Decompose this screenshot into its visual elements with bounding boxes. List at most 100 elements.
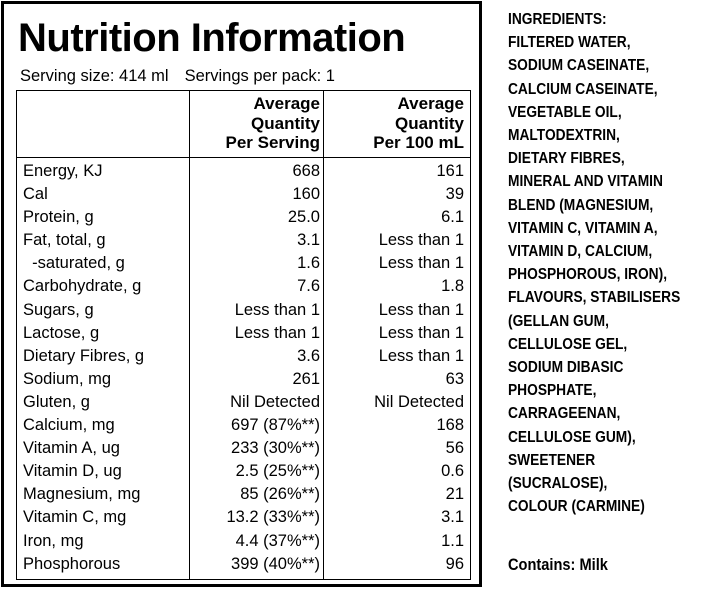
table-row: Magnesium, mg 85 (26%**) 21 (17, 483, 470, 506)
per-100ml-value: Less than 1 (378, 231, 464, 250)
ingredient-line: DIETARY FIBRES, (508, 150, 625, 168)
column-header-line: Quantity (395, 113, 464, 133)
per-serving-value: 1.6 (297, 254, 320, 273)
per-serving-value: 160 (292, 185, 320, 204)
per-100ml-value: Less than 1 (378, 346, 464, 365)
ingredient-line: MINERAL AND VITAMIN (508, 173, 663, 191)
per-100ml-value: Nil Detected (374, 392, 464, 411)
column-header-line: Average (253, 94, 320, 113)
ingredient-line: PHOSPHOROUS, IRON), (508, 266, 668, 284)
ingredient-line: SWEETENER (508, 451, 596, 469)
column-header-line: Average (397, 94, 464, 113)
nutrient-label: Calcium, mg (23, 416, 115, 435)
per-serving-value: 668 (292, 162, 320, 180)
per-100ml-value: 6.1 (441, 208, 464, 227)
per-serving-value: 399 (40%**) (231, 554, 320, 573)
per-100ml-value: 0.6 (441, 462, 464, 481)
ingredient-line: VEGETABLE OIL, (508, 103, 622, 121)
per-100ml-value: 3.1 (441, 508, 464, 527)
nutrient-label: Dietary Fibres, g (23, 346, 145, 365)
ingredient-line: SODIUM DIBASIC (508, 359, 624, 377)
table-row: Iron, mg 4.4 (37%**) 1.1 (17, 530, 470, 553)
per-100ml-value: Less than 1 (378, 254, 464, 273)
table-row: Carbohydrate, g 7.6 1.8 (17, 275, 470, 298)
table-body: Energy, KJ 668 161 Cal 160 39 Protein, g 25.0 6.… (17, 160, 470, 576)
header-divider (17, 157, 470, 158)
per-serving-value: 25.0 (287, 208, 320, 227)
table-row: Vitamin A, ug 233 (30%**) 56 (17, 437, 470, 460)
table-row: Protein, g 25.0 6.1 (17, 206, 470, 229)
nutrient-label: Sugars, g (23, 300, 94, 319)
per-100ml-value: Less than 1 (378, 323, 464, 342)
table-row: Vitamin C, mg 13.2 (33%**) 3.1 (17, 506, 470, 529)
ingredient-line: FILTERED WATER, (508, 34, 631, 52)
nutrient-label: Magnesium, mg (23, 485, 141, 504)
nutrient-label: Iron, mg (23, 531, 84, 550)
per-100ml-value: 21 (445, 485, 464, 504)
table-row: Vitamin D, ug 2.5 (25%**) 0.6 (17, 460, 470, 483)
per-serving-value: 85 (26%**) (240, 485, 320, 504)
column-header-per-100ml: Average Quantity Per 100 mL (373, 94, 464, 153)
nutrient-label: Gluten, g (23, 392, 90, 411)
nutrient-label: Vitamin A, ug (23, 439, 120, 458)
ingredient-line: BLEND (MAGNESIUM, (508, 196, 654, 214)
nutrient-label: Energy, KJ (23, 162, 103, 180)
column-divider (323, 91, 324, 579)
per-serving-value: Less than 1 (234, 323, 320, 342)
per-serving-value: 3.6 (297, 346, 320, 365)
column-header-line: Per 100 mL (373, 133, 464, 152)
ingredient-line: (GELLAN GUM, (508, 312, 609, 330)
nutrient-label: Cal (23, 185, 48, 204)
allergen-statement: Contains: Milk (508, 555, 608, 574)
serving-size: Serving size: 414 ml (20, 67, 169, 85)
per-100ml-value: 39 (445, 185, 464, 204)
table-row: Sodium, mg 261 63 (17, 368, 470, 391)
servings-per-pack: Servings per pack: 1 (184, 67, 335, 85)
table-row: Calcium, mg 697 (87%**) 168 (17, 414, 470, 437)
column-header-per-serving: Average Quantity Per Serving (226, 94, 321, 153)
nutrient-label: Phosphorous (23, 554, 121, 573)
table-row: Cal 160 39 (17, 183, 470, 206)
per-100ml-value: 161 (436, 162, 464, 180)
table-row: Dietary Fibres, g 3.6 Less than 1 (17, 345, 470, 368)
per-serving-value: 697 (87%**) (231, 416, 320, 435)
per-100ml-value: Less than 1 (378, 300, 464, 319)
per-serving-value: 2.5 (25%**) (235, 462, 320, 481)
per-serving-value: Nil Detected (230, 392, 320, 411)
per-serving-value: 233 (30%**) (231, 439, 320, 458)
panel-title: Nutrition Information (18, 16, 406, 60)
per-serving-value: 4.4 (37%**) (235, 531, 320, 550)
ingredient-line: PHOSPHATE, (508, 382, 597, 400)
nutrition-panel: Nutrition Information Serving size: 414 … (1, 1, 482, 587)
table-row: Energy, KJ 668 161 (17, 160, 470, 183)
per-100ml-value: 1.1 (441, 531, 464, 550)
ingredient-line: (SUCRALOSE), (508, 475, 608, 493)
serving-info: Serving size: 414 ml Servings per pack: 1 (20, 66, 335, 86)
ingredient-line: CELLULOSE GEL, (508, 335, 628, 353)
nutrient-label: Lactose, g (23, 323, 100, 342)
ingredient-line: VITAMIN D, CALCIUM, (508, 243, 653, 261)
ingredient-line: FLAVOURS, STABILISERS (508, 289, 681, 307)
ingredient-line: CALCIUM CASEINATE, (508, 80, 658, 98)
table-row: Lactose, g Less than 1 Less than 1 (17, 322, 470, 345)
per-100ml-value: 56 (445, 439, 464, 458)
column-header-line: Quantity (251, 113, 320, 133)
ingredient-line: COLOUR (CARMINE) (508, 498, 645, 516)
per-serving-value: 3.1 (297, 231, 320, 250)
ingredient-line: MALTODEXTRIN, (508, 127, 620, 145)
column-divider (189, 91, 190, 579)
ingredient-line: CARRAGEENAN, (508, 405, 621, 423)
nutrient-label: Protein, g (23, 208, 94, 227)
table-row: Phosphorous 399 (40%**) 96 (17, 553, 470, 576)
ingredient-line: CELLULOSE GUM), (508, 428, 636, 446)
per-100ml-value: 1.8 (441, 277, 464, 296)
per-serving-value: 13.2 (33%**) (226, 508, 320, 527)
nutrient-label: Carbohydrate, g (23, 277, 142, 296)
column-header-line: Per Serving (225, 133, 321, 152)
table-row: -saturated, g 1.6 Less than 1 (17, 252, 470, 275)
nutrient-label: Vitamin D, ug (23, 462, 122, 481)
ingredient-line: SODIUM CASEINATE, (508, 57, 650, 75)
ingredients-heading: INGREDIENTS: (508, 11, 607, 28)
ingredients-list: INGREDIENTS: FILTERED WATER, SODIUM CASEIN… (508, 8, 680, 518)
ingredient-line: VITAMIN C, VITAMIN A, (508, 219, 658, 237)
